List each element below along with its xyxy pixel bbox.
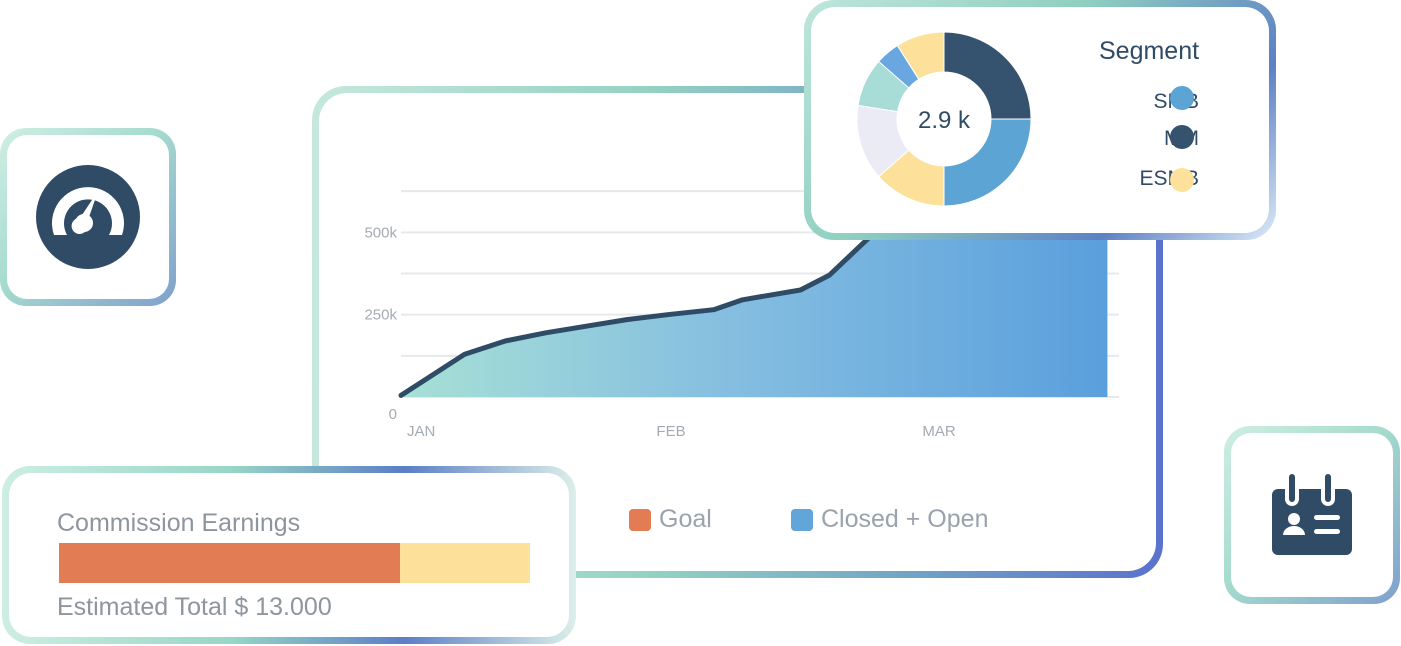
commission-card-body: Commission Earnings Estimated Total $ 13… — [9, 473, 569, 637]
segment-dot-smb — [1170, 86, 1194, 110]
commission-title: Commission Earnings — [57, 509, 301, 537]
legend-closed-open-swatch — [791, 508, 813, 531]
donut-center-label: 2.9 k — [918, 107, 971, 134]
x-tick-label: JAN — [407, 423, 435, 440]
segment-donut-chart: 2.9 k — [856, 31, 1032, 207]
segment-title: Segment — [1099, 37, 1200, 65]
commission-progress-fill — [59, 543, 401, 583]
donut-slice — [896, 31, 945, 81]
segment-card: 2.9 k Segment SMB MM ESMB — [804, 0, 1276, 240]
commission-total: Estimated Total $ 13.000 — [57, 593, 332, 621]
segment-card-body: 2.9 k Segment SMB MM ESMB — [811, 7, 1269, 233]
gauge-card[interactable] — [0, 128, 176, 306]
y-tick-label: 500k — [364, 224, 397, 241]
gauge-icon — [36, 165, 140, 269]
legend-closed-open: Closed + Open — [791, 505, 988, 534]
x-tick-label: FEB — [656, 423, 685, 440]
y-tick-label: 250k — [364, 307, 397, 324]
series-closed-open-area — [401, 143, 1108, 397]
legend-goal-label: Goal — [659, 505, 712, 533]
commission-card: Commission Earnings Estimated Total $ 13… — [2, 466, 576, 644]
segment-dot-esmb — [1170, 168, 1194, 192]
calendar-card[interactable] — [1224, 426, 1400, 604]
commission-progress-track — [59, 543, 530, 583]
calendar-icon — [1272, 473, 1352, 555]
legend-goal-swatch — [629, 508, 651, 531]
gauge-card-body — [7, 135, 169, 299]
x-tick-label: MAR — [922, 423, 956, 440]
legend-closed-open-label: Closed + Open — [821, 505, 989, 533]
donut-slice-mm — [943, 31, 1032, 120]
donut-slice-smb — [943, 118, 1032, 207]
calendar-card-body — [1231, 433, 1393, 597]
segment-dot-mm — [1170, 125, 1194, 149]
legend-goal: Goal — [629, 505, 712, 534]
y-tick-label: 0 — [389, 406, 397, 423]
